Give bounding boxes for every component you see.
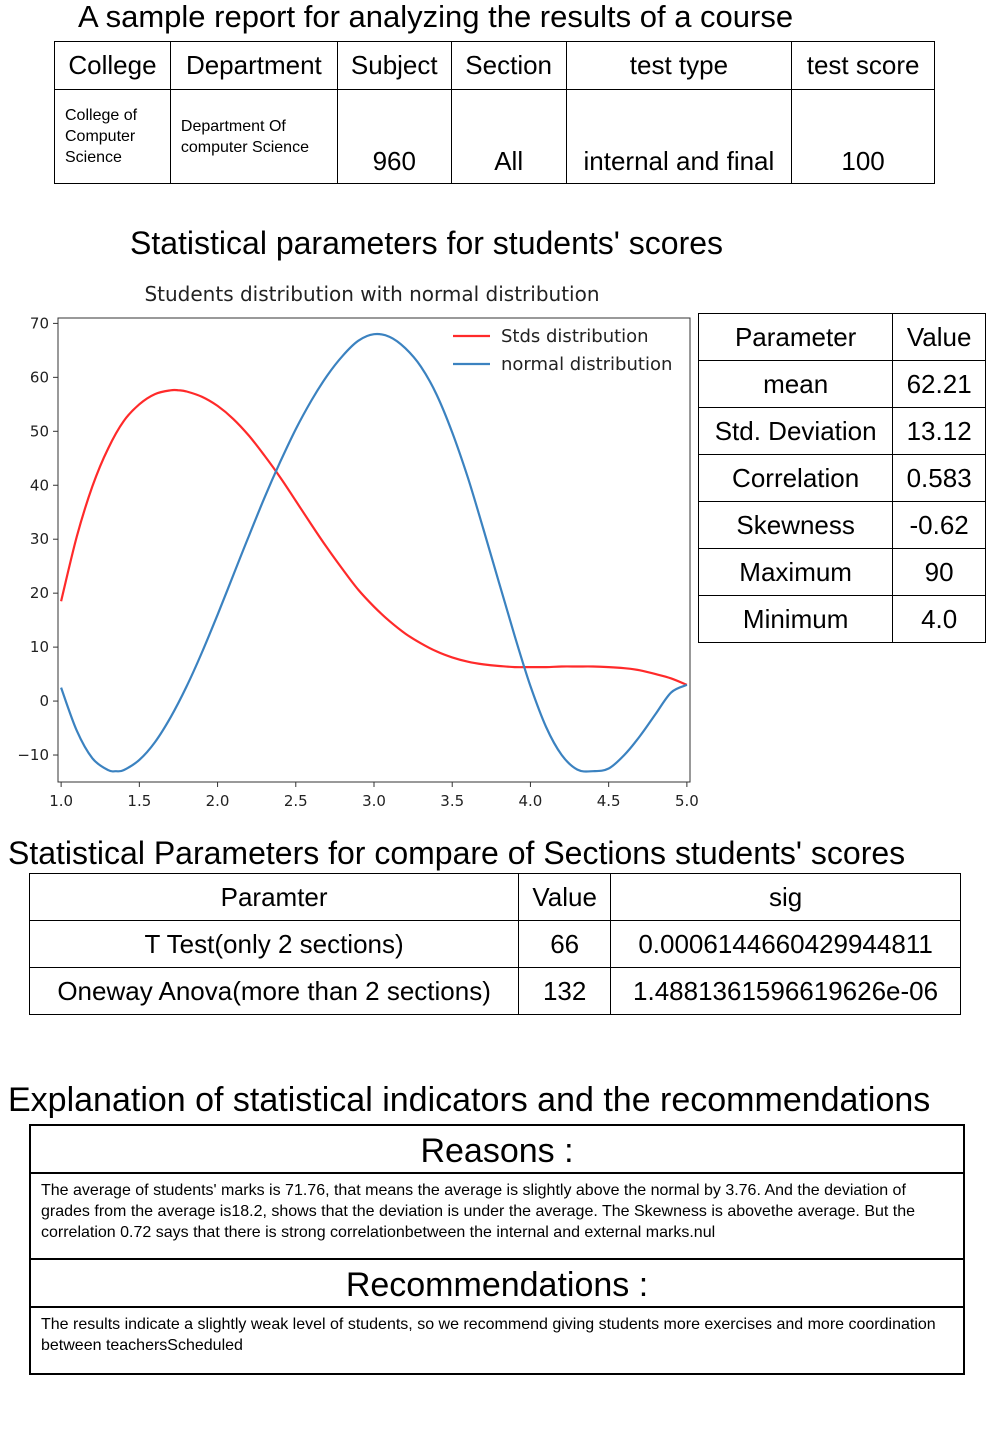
- chart-legend: Stds distribution normal distribution: [453, 326, 672, 375]
- header-parameter: Parameter: [697, 313, 894, 361]
- param-name-correlation: Correlation: [697, 454, 894, 502]
- compare-name-ttest: T Test(only 2 sections): [28, 920, 520, 968]
- param-name-maximum: Maximum: [697, 548, 894, 596]
- header-value: Value: [892, 313, 986, 361]
- recommendations-heading: Recommendations :: [31, 1258, 963, 1306]
- distribution-chart: Students distribution with normal distri…: [17, 282, 699, 810]
- y-tick-label: −10: [17, 746, 49, 764]
- y-axis: −10 0 10 20 30 40 50 60 70: [17, 314, 58, 764]
- table-row: Correlation 0.583: [697, 454, 986, 502]
- parameter-header-row: Parameter Value: [697, 313, 986, 361]
- param-value-correlation: 0.583: [892, 454, 986, 502]
- x-tick-label: 4.5: [597, 792, 621, 810]
- cell-section: All: [450, 89, 567, 184]
- header-test-type: test type: [565, 41, 793, 90]
- course-info-header-row: College Department Subject Section test …: [54, 41, 935, 90]
- table-row: Minimum 4.0: [697, 595, 986, 643]
- chart-series: [60, 332, 688, 773]
- table-row: mean 62.21: [697, 360, 986, 408]
- header-sig: sig: [610, 873, 961, 921]
- x-axis: 1.0 1.5 2.0 2.5 3.0 3.5 4.0 4.5 5.0: [49, 782, 699, 810]
- compare-header-row: Paramter Value sig: [28, 873, 961, 921]
- compare-sig-ttest: 0.0006144660429944811: [610, 920, 961, 968]
- table-row: Skewness -0.62: [697, 501, 986, 549]
- series-line-stds: [60, 388, 688, 686]
- cell-subject: 960: [336, 89, 452, 184]
- header-subject: Subject: [336, 41, 452, 90]
- header-test-score: test score: [791, 41, 935, 90]
- param-name-minimum: Minimum: [697, 595, 894, 643]
- param-name-skewness: Skewness: [697, 501, 894, 549]
- table-row: T Test(only 2 sections) 66 0.00061446604…: [28, 920, 961, 968]
- compare-table: Paramter Value sig T Test(only 2 section…: [28, 873, 961, 1015]
- compare-value-ttest: 66: [518, 920, 612, 968]
- stats-section-title: Statistical parameters for students' sco…: [130, 225, 724, 261]
- recommendations-text: The results indicate a slightly weak lev…: [31, 1306, 963, 1373]
- param-value-std: 13.12: [892, 407, 986, 455]
- y-tick-label: 60: [30, 368, 49, 386]
- header-value: Value: [518, 873, 612, 921]
- cell-department: Department Of computer Science: [169, 89, 338, 184]
- x-tick-label: 2.0: [206, 792, 230, 810]
- series-line-normal: [60, 332, 688, 773]
- header-department: Department: [169, 41, 338, 90]
- param-value-maximum: 90: [892, 548, 986, 596]
- x-tick-label: 2.5: [284, 792, 308, 810]
- y-tick-label: 70: [30, 314, 49, 332]
- explanation-section-title: Explanation of statistical indicators an…: [8, 1081, 931, 1119]
- table-row: Std. Deviation 13.12: [697, 407, 986, 455]
- compare-section-title: Statistical Parameters for compare of Se…: [8, 835, 906, 871]
- x-tick-label: 3.0: [362, 792, 386, 810]
- compare-sig-anova: 1.4881361596619626e-06: [610, 967, 961, 1015]
- reasons-text: The average of students' marks is 71.76,…: [31, 1172, 963, 1258]
- reasons-heading: Reasons :: [420, 1132, 574, 1170]
- header-section: Section: [450, 41, 567, 90]
- param-name-mean: mean: [697, 360, 894, 408]
- chart-title: Students distribution with normal distri…: [144, 282, 599, 306]
- legend-label: normal distribution: [501, 354, 672, 375]
- x-tick-label: 1.5: [127, 792, 151, 810]
- compare-value-anova: 132: [518, 967, 612, 1015]
- course-info-table: College Department Subject Section test …: [54, 41, 935, 184]
- explanation-box: Reasons : The average of students' marks…: [29, 1124, 965, 1375]
- compare-name-anova: Oneway Anova(more than 2 sections): [28, 967, 520, 1015]
- cell-college: College of Computer Science: [54, 89, 171, 184]
- y-tick-label: 50: [30, 422, 49, 440]
- parameter-table: Parameter Value mean 62.21 Std. Deviatio…: [697, 313, 986, 643]
- param-value-mean: 62.21: [892, 360, 986, 408]
- header-paramter: Paramter: [28, 873, 520, 921]
- param-value-minimum: 4.0: [892, 595, 986, 643]
- header-college: College: [54, 41, 171, 90]
- course-info-row: College of Computer Science Department O…: [54, 89, 935, 184]
- x-tick-label: 4.0: [519, 792, 543, 810]
- table-row: Oneway Anova(more than 2 sections) 132 1…: [28, 967, 961, 1015]
- x-tick-label: 1.0: [49, 792, 73, 810]
- y-tick-label: 0: [39, 692, 49, 710]
- x-tick-label: 5.0: [675, 792, 699, 810]
- table-row: Maximum 90: [697, 548, 986, 596]
- legend-label: Stds distribution: [501, 326, 649, 347]
- y-tick-label: 40: [30, 476, 49, 494]
- cell-test-score: 100: [791, 89, 935, 184]
- y-tick-label: 20: [30, 584, 49, 602]
- plot-frame: [57, 317, 691, 783]
- y-tick-label: 10: [30, 638, 49, 656]
- param-name-std: Std. Deviation: [697, 407, 894, 455]
- cell-test-type: internal and final: [565, 89, 793, 184]
- param-value-skewness: -0.62: [892, 501, 986, 549]
- report-title: A sample report for analyzing the result…: [78, 0, 794, 34]
- x-tick-label: 3.5: [440, 792, 464, 810]
- y-tick-label: 30: [30, 530, 49, 548]
